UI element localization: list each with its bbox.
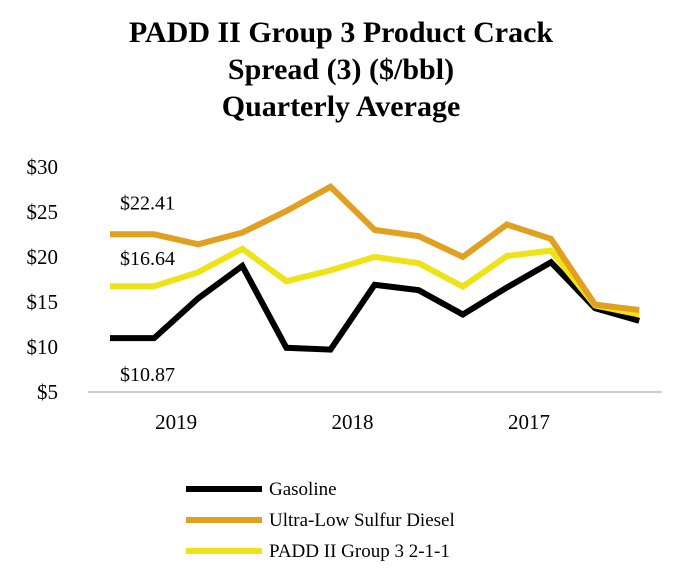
x-tick-label: 2019 (155, 410, 197, 434)
chart-title-line-3: Quarterly Average (221, 90, 461, 123)
y-tick-label: $30 (27, 155, 59, 179)
chart-title-line-1: PADD II Group 3 Product Crack (128, 16, 554, 49)
data-label: $16.64 (120, 248, 175, 270)
y-tick-label: $5 (37, 380, 58, 404)
y-tick-label: $10 (27, 335, 59, 359)
legend-label: PADD II Group 3 2-1-1 (269, 541, 450, 562)
chart-title-line-2: Spread (3) ($/bbl) (227, 53, 455, 86)
y-tick-label: $15 (27, 290, 59, 314)
data-label: $10.87 (120, 364, 175, 386)
series-line-ulsd (110, 182, 640, 313)
series-line-gasoline (110, 258, 641, 353)
x-tick-label: 2018 (332, 410, 374, 434)
series-line-padd-211 (110, 245, 640, 318)
data-label: $22.41 (120, 192, 175, 214)
legend-label: Gasoline (269, 479, 337, 500)
y-tick-label: $25 (27, 200, 59, 224)
y-tick-label: $20 (27, 245, 59, 269)
x-tick-label: 2017 (508, 410, 550, 434)
chart-title: PADD II Group 3 Product Crack Spread (3)… (0, 14, 682, 125)
legend-label: Ultra-Low Sulfur Diesel (269, 510, 455, 531)
